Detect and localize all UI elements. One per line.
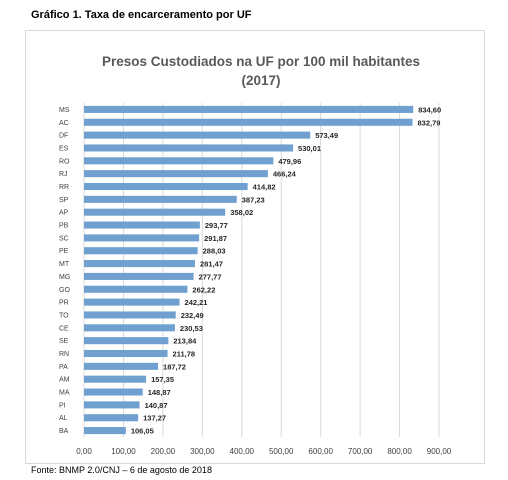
category-label: PB [59,223,69,230]
value-label: 479,96 [278,157,301,166]
category-label: PI [59,402,66,409]
bar-chart: Presos Custodiados na UF por 100 mil hab… [59,54,452,456]
value-label: 211,78 [173,350,196,359]
value-label: 466,24 [273,170,297,179]
category-label: CE [59,325,69,332]
value-labels: 834,60 832,79 573,49 530,01 479,96 466,24 414,… [131,105,441,435]
value-label: 387,23 [242,195,265,204]
category-label: PE [59,248,69,255]
bar-pr [84,298,180,306]
x-tick-label: 500,00 [269,447,294,456]
category-label: RO [59,158,70,165]
bar-ba [84,427,126,435]
value-label: 291,87 [204,234,227,243]
category-label: GO [59,287,70,294]
chart-title: Presos Custodiados na UF por 100 mil hab… [102,54,420,69]
bar-ma [84,388,143,396]
x-tick-label: 800,00 [387,447,412,456]
source-note: Fonte: BNMP 2.0/CNJ – 6 de agosto de 201… [31,465,212,475]
category-label: DF [59,133,68,140]
category-label: TO [59,312,69,319]
value-label: 288,03 [203,247,226,256]
category-label: MS [59,107,70,114]
category-label: AM [59,377,70,384]
category-label: RJ [59,171,68,178]
bar-se [84,337,169,345]
value-label: 832,79 [417,118,440,127]
category-labels: MS AC DF ES RO RJ RR SP AP PB SC PE MT MG GO PR TO CE SE RN… [59,107,70,435]
category-label: PA [59,364,68,371]
x-tick-label: 0,00 [76,447,92,456]
category-label: RR [59,184,69,191]
chart-frame: Presos Custodiados na UF por 100 mil hab… [25,30,485,464]
x-tick-label: 700,00 [348,447,373,456]
bar-al [84,414,139,422]
x-tick-label: 600,00 [308,447,333,456]
x-tick-label: 100,00 [111,447,136,456]
figure-caption: Gráfico 1. Taxa de encarceramento por UF [31,9,252,21]
bar-ro [84,157,274,165]
category-label: RN [59,351,69,358]
value-label: 140,87 [145,401,168,410]
chart-subtitle: (2017) [241,73,280,88]
bar-pb [84,221,200,229]
bar-rn [84,349,168,358]
bar-ce [84,324,175,332]
x-tick-label: 900,00 [427,447,452,456]
category-label: AP [59,210,69,217]
value-label: 281,47 [200,260,223,269]
bar-pi [84,401,140,409]
category-label: BA [59,428,69,435]
bar-sp [84,195,237,203]
value-label: 230,53 [180,324,203,333]
value-label: 137,27 [143,414,166,423]
value-label: 358,02 [230,208,253,217]
value-label: 414,82 [253,183,276,192]
grid-lines [83,103,440,437]
category-label: MG [59,274,70,281]
bar-pe [84,247,198,255]
value-label: 573,49 [315,131,338,140]
category-label: AC [59,120,69,127]
value-label: 148,87 [148,388,171,397]
category-label: SE [59,338,69,345]
category-label: ES [59,145,69,152]
x-tick-label: 200,00 [151,447,176,456]
value-label: 187,72 [163,362,186,371]
value-label: 262,22 [192,285,215,294]
category-label: SP [59,197,69,204]
value-label: 213,84 [173,337,197,346]
bar-ap [84,208,226,216]
value-label: 242,21 [185,298,208,307]
category-label: SC [59,235,69,242]
x-axis-ticks: 0,00 100,00 200,00 300,00 400,00 500,00 600,00… [76,447,452,456]
category-label: PR [59,300,69,307]
value-label: 277,77 [199,272,222,281]
bar-am [84,375,147,383]
value-label: 106,05 [131,427,154,436]
bar-sc [84,234,200,242]
bar-to [84,311,176,319]
category-label: MT [59,261,70,268]
bar-go [84,285,188,293]
bar-mg [84,272,194,280]
category-label: MA [59,390,70,397]
x-tick-label: 300,00 [190,447,215,456]
value-label: 530,01 [298,144,321,153]
x-tick-label: 400,00 [230,447,255,456]
bar-rj [84,170,268,178]
bar-ms [84,105,414,113]
bar-df [84,131,311,139]
category-label: AL [59,415,68,422]
value-label: 293,77 [205,221,228,230]
bar-rr [84,182,248,191]
bar-ac [84,118,413,126]
bar-es [84,144,294,152]
bar-pa [84,362,159,370]
value-label: 232,49 [181,311,204,320]
bar-mt [84,260,196,268]
value-label: 834,60 [418,105,441,114]
value-label: 157,35 [151,375,174,384]
bars [84,105,414,435]
